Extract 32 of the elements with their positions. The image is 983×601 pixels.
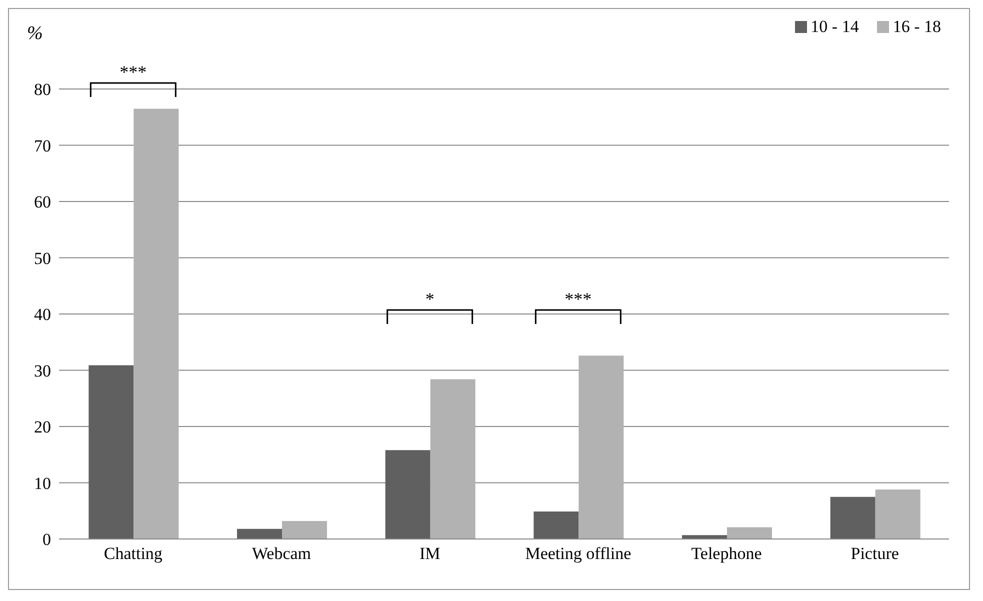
bar xyxy=(134,108,179,539)
y-tick-label: 10 xyxy=(34,474,51,493)
y-tick-label: 80 xyxy=(34,80,51,100)
bar xyxy=(830,496,876,539)
y-tick-label: 30 xyxy=(34,361,51,380)
x-tick-label: Chatting xyxy=(104,544,163,564)
y-tick-label: 40 xyxy=(34,305,51,324)
x-tick-label: Telephone xyxy=(691,544,762,564)
legend-label: 16 - 18 xyxy=(892,17,941,37)
annotation: *** xyxy=(564,289,592,309)
annotation: * xyxy=(425,289,434,309)
bar xyxy=(282,521,327,539)
bar xyxy=(430,379,476,539)
y-tick-label: 0 xyxy=(42,530,51,550)
bar xyxy=(875,490,920,539)
x-tick-label: Picture xyxy=(850,544,899,564)
y-tick-label: 70 xyxy=(34,136,51,156)
bar xyxy=(534,511,579,539)
x-tick-label: IM xyxy=(419,544,440,564)
x-tick-label: Meeting offline xyxy=(525,544,632,564)
bar xyxy=(578,356,624,539)
bar xyxy=(385,450,430,539)
x-tick-label: Webcam xyxy=(252,544,312,564)
y-axis-title: % xyxy=(27,23,43,45)
bar xyxy=(727,527,772,539)
bar xyxy=(88,365,134,539)
y-tick-label: 50 xyxy=(34,248,51,268)
y-tick-label: 60 xyxy=(34,192,51,212)
text: *** xyxy=(120,62,147,82)
legend-label: 10 - 14 xyxy=(810,17,859,37)
y-tick-label: 20 xyxy=(34,418,51,437)
bar xyxy=(237,528,282,539)
